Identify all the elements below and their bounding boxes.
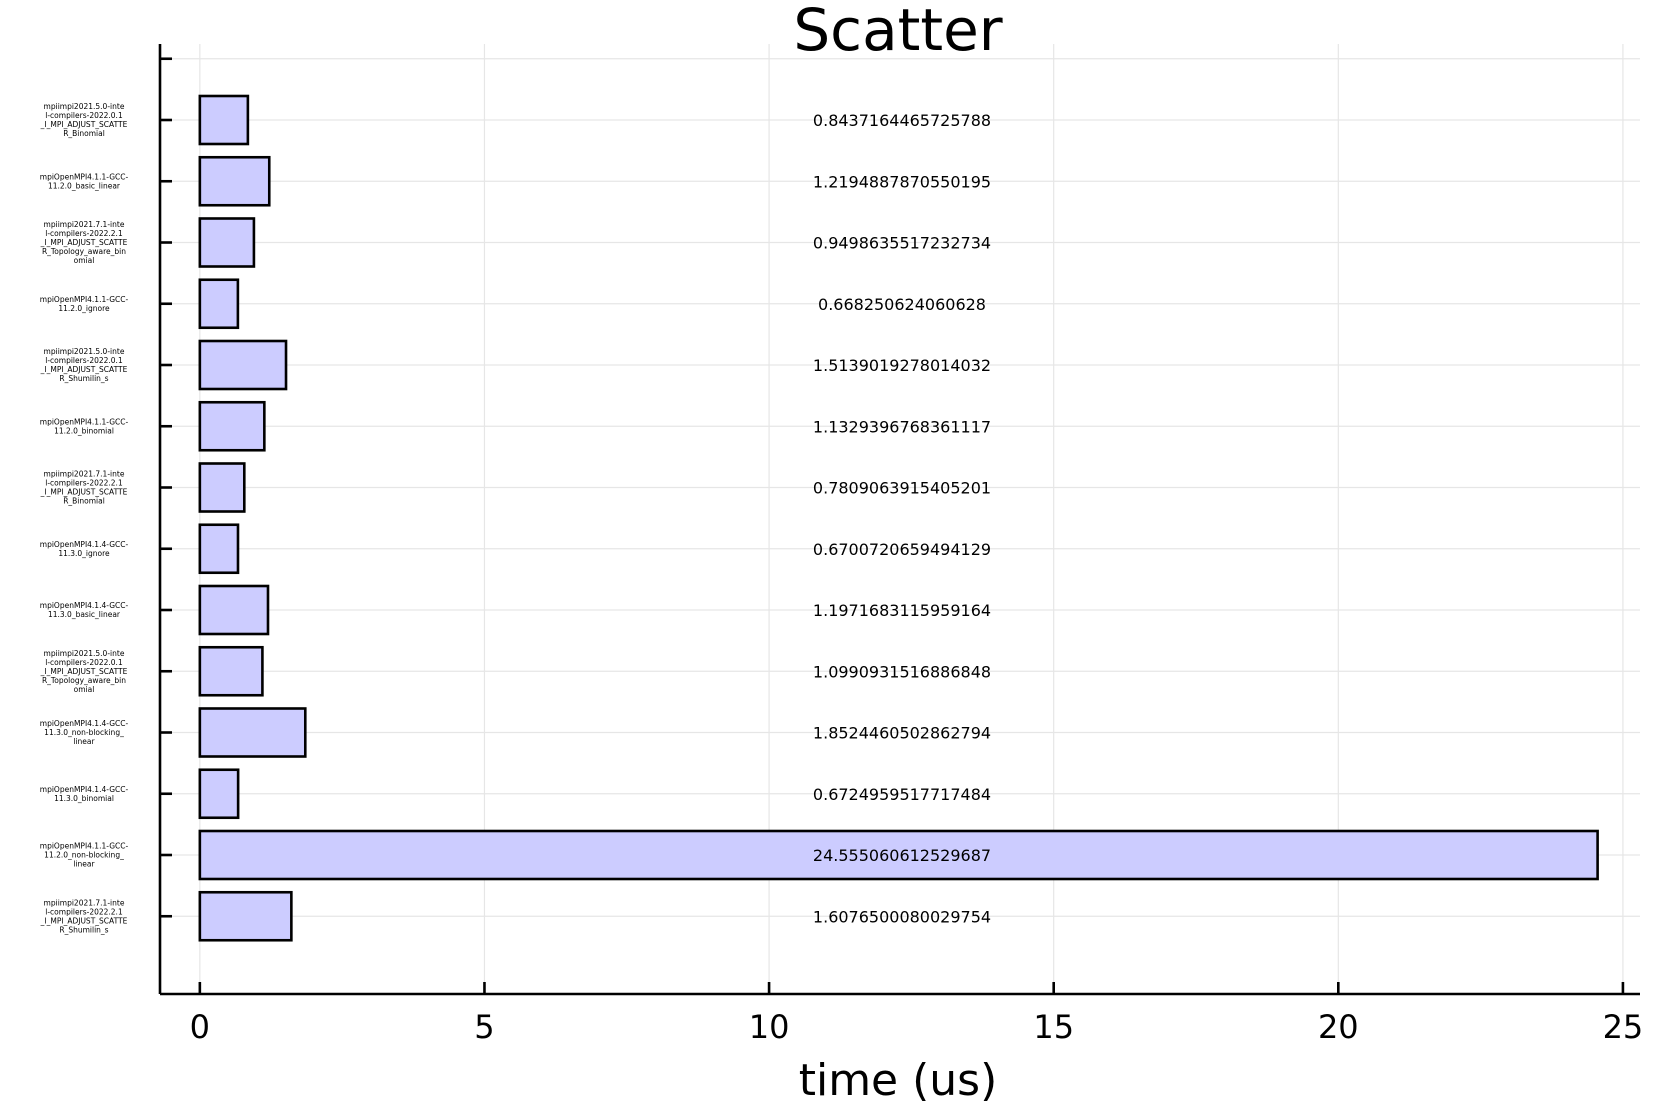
bar	[198, 400, 266, 452]
axes	[158, 44, 1640, 996]
grid	[160, 44, 1640, 994]
y-tick-label: mpiimpi2021.7.1-inte l-compilers-2022.2.1…	[40, 220, 128, 265]
y-tick-label: mpiimpi2021.5.0-inte l-compilers-2022.0.1…	[40, 102, 128, 138]
x-tick-label: 10	[749, 1008, 790, 1046]
y-tick-label: mpiOpenMPI4.1.4-GCC-11.3.0_basic_linear	[40, 601, 129, 619]
bar	[198, 339, 288, 391]
data-label: 1.1329396768361117	[813, 417, 991, 436]
bar	[198, 217, 256, 268]
value-labels: 0.8437164465725788 1.2194887870550195 0.94…	[813, 111, 991, 926]
data-label: 1.0990931516886848	[813, 662, 991, 681]
y-tick-label: mpiOpenMPI4.1.1-GCC-11.2.0_binomial	[40, 417, 129, 435]
y-tick-label: mpiOpenMPI4.1.4-GCC-11.3.0_non-blocking_…	[40, 719, 129, 746]
data-label: 1.2194887870550195	[813, 172, 991, 191]
bars	[198, 94, 1599, 942]
x-tick-label: 25	[1603, 1008, 1644, 1046]
data-label: 0.668250624060628	[818, 295, 986, 314]
y-tick-label: mpiimpi2021.5.0-inte l-compilers-2022.0.1…	[40, 347, 128, 383]
x-tick-labels: 0 5 10 15 20 25	[190, 1008, 1644, 1046]
y-tick-label: mpiimpi2021.5.0-inte l-compilers-2022.0.1…	[40, 649, 128, 694]
data-label: 0.9498635517232734	[813, 234, 991, 253]
bar	[198, 890, 293, 942]
data-label: 24.555060612529687	[813, 846, 991, 865]
y-tick-label: mpiOpenMPI4.1.1-GCC-11.2.0_ignore	[40, 295, 129, 313]
data-label: 0.6700720659494129	[813, 540, 991, 559]
bar	[198, 768, 240, 820]
data-label: 1.5139019278014032	[813, 356, 991, 375]
bar	[198, 523, 240, 575]
y-tick-labels: mpiimpi2021.5.0-inte l-compilers-2022.0.1…	[40, 102, 129, 934]
bar	[198, 155, 271, 207]
bar	[198, 707, 307, 758]
y-tick-label: mpiOpenMPI4.1.4-GCC-11.3.0_ignore	[40, 540, 129, 558]
x-tick-label: 20	[1318, 1008, 1359, 1046]
y-tick-label: mpiimpi2021.7.1-inte l-compilers-2022.2.1…	[40, 470, 128, 506]
bar	[198, 462, 246, 513]
x-tick-label: 0	[190, 1008, 210, 1046]
chart-title: Scatter	[793, 0, 1002, 64]
data-label: 0.7809063915405201	[813, 479, 991, 498]
x-tick-label: 15	[1033, 1008, 1074, 1046]
bar	[198, 278, 240, 330]
x-axis-label: time (us)	[799, 1055, 998, 1106]
y-tick-label: mpiimpi2021.7.1-inte l-compilers-2022.2.1…	[40, 898, 128, 934]
bar	[198, 645, 264, 697]
data-label: 1.6076500080029754	[813, 907, 991, 926]
y-tick-label: mpiOpenMPI4.1.1-GCC-11.2.0_basic_linear	[40, 172, 129, 190]
y-tick-label: mpiOpenMPI4.1.1-GCC-11.2.0_non-blocking_…	[40, 842, 129, 869]
data-label: 0.6724959517717484	[813, 785, 991, 804]
data-label: 0.8437164465725788	[813, 111, 991, 130]
y-tick-label: mpiOpenMPI4.1.4-GCC-11.3.0_binomial	[40, 785, 129, 803]
data-label: 1.1971683115959164	[813, 601, 991, 620]
x-tick-label: 5	[474, 1008, 494, 1046]
bar	[198, 94, 250, 146]
data-label: 1.8524460502862794	[813, 724, 991, 743]
bar	[198, 584, 270, 636]
bar	[198, 829, 1599, 881]
